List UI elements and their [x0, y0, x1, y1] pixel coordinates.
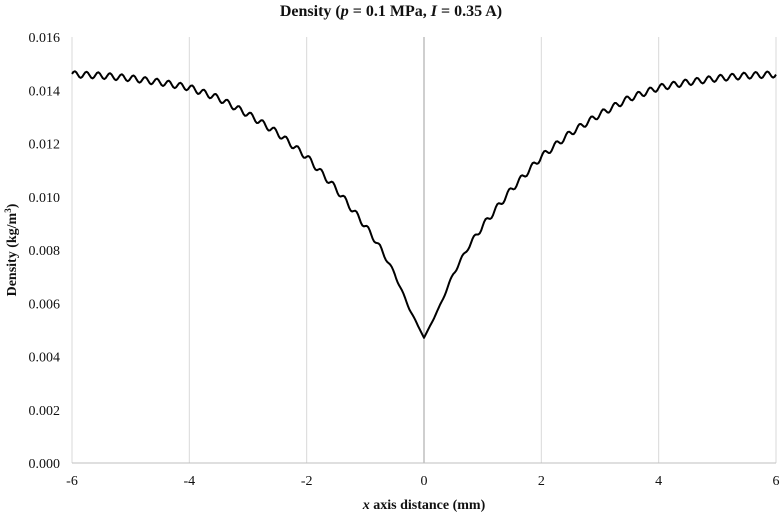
title-i-value: = 0.35 A): [437, 3, 502, 20]
x-axis-label: x axis distance (mm): [362, 498, 486, 513]
x-tick-label: 4: [655, 474, 662, 489]
y-axis-label-close: ): [5, 203, 20, 208]
grid-lines: [71, 37, 777, 463]
y-tick-label: 0.008: [29, 244, 61, 259]
x-axis-label-text: axis distance (mm): [370, 498, 486, 513]
y-tick-label: 0.014: [29, 84, 61, 99]
tick-labels: -6 -4 -2 0 2 4 6 0.000 0.002 0.004 0.006 0.008 0.010…: [29, 31, 780, 489]
title-p-variable: p: [339, 3, 349, 20]
y-tick-label: 0.000: [29, 457, 61, 472]
title-i-variable: I: [430, 3, 438, 20]
x-tick-label: -6: [66, 474, 78, 489]
y-tick-label: 0.004: [29, 351, 61, 366]
y-axis-label-text: Density (kg/m: [5, 212, 20, 296]
y-tick-label: 0.012: [29, 138, 61, 153]
y-tick-label: 0.002: [29, 404, 61, 419]
x-tick-label: 2: [538, 474, 545, 489]
chart-title: Density (p = 0.1 MPa, I = 0.35 A): [280, 3, 502, 20]
title-p-value: = 0.1 MPa,: [349, 3, 431, 20]
x-tick-label: 6: [773, 474, 780, 489]
density-curve: [71, 70, 777, 339]
x-tick-label: -2: [301, 474, 313, 489]
title-prefix: Density (: [280, 3, 341, 20]
y-axis-label: Density (kg/m3): [3, 203, 20, 296]
y-axis-label-superscript: 3: [3, 208, 13, 213]
y-tick-label: 0.006: [29, 297, 61, 312]
x-axis-label-variable: x: [362, 498, 370, 513]
y-tick-label: 0.010: [29, 191, 61, 206]
x-tick-label: 0: [421, 474, 428, 489]
x-tick-label: -4: [183, 474, 195, 489]
y-tick-label: 0.016: [29, 31, 61, 46]
